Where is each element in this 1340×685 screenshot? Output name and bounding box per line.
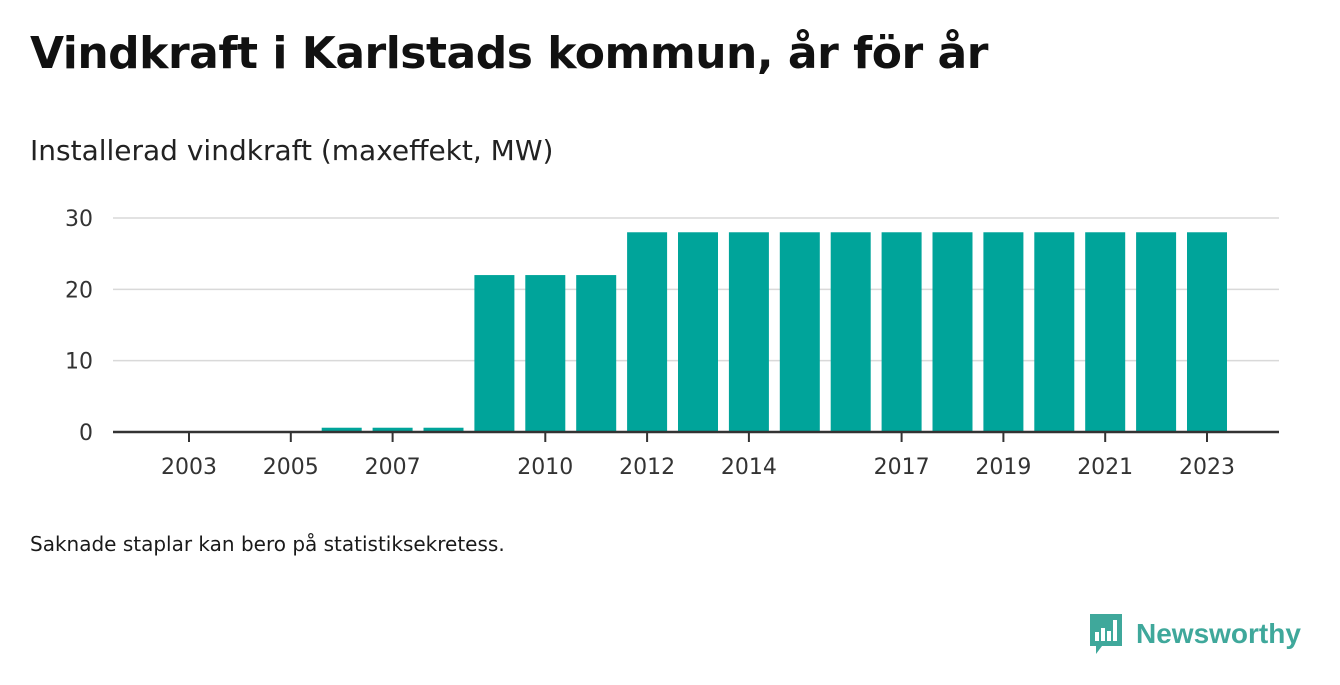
- bars: [321, 232, 1227, 432]
- bar-2008: [423, 427, 464, 432]
- footnote: Saknade staplar kan bero på statistiksek…: [30, 532, 505, 556]
- y-tick-label: 0: [79, 421, 93, 446]
- x-tick-label: 2010: [517, 455, 573, 480]
- bar-2009: [474, 275, 515, 432]
- bar-2015: [779, 232, 820, 432]
- bar-2021: [1085, 232, 1126, 432]
- y-axis: 0 10 20 30: [65, 207, 93, 446]
- bar-2018: [932, 232, 973, 432]
- brand-name: Newsworthy: [1136, 618, 1301, 649]
- bar-2019: [983, 232, 1024, 432]
- newsworthy-logo-icon: [1090, 614, 1122, 654]
- bar-2023: [1187, 232, 1227, 432]
- bar-2012: [627, 232, 668, 432]
- bar-chart: 2003 2005 2007 2010 2012 2014 2017 2019 2021 2023…: [65, 207, 1279, 480]
- bar-2022: [1136, 232, 1177, 432]
- bar-2007: [372, 427, 413, 432]
- chart-subtitle: Installerad vindkraft (maxeffekt, MW): [30, 134, 554, 167]
- y-tick-label: 30: [65, 207, 93, 232]
- x-tick-label: 2017: [874, 455, 930, 480]
- x-tick-label: 2023: [1179, 455, 1235, 480]
- bar-2011: [576, 275, 617, 432]
- bar-2016: [830, 232, 871, 432]
- bar-2020: [1034, 232, 1075, 432]
- x-axis: 2003 2005 2007 2010 2012 2014 2017 2019 2021 2023: [113, 430, 1279, 480]
- x-tick-label: 2021: [1077, 455, 1133, 480]
- page-title: Vindkraft i Karlstads kommun, år för år: [30, 28, 988, 79]
- bar-2010: [525, 275, 566, 432]
- y-tick-label: 10: [65, 350, 93, 375]
- x-tick-label: 2019: [975, 455, 1031, 480]
- brand: Newsworthy: [1088, 612, 1301, 656]
- bar-2017: [881, 232, 922, 432]
- x-tick-label: 2014: [721, 455, 777, 480]
- x-tick-label: 2007: [365, 455, 421, 480]
- x-tick-label: 2012: [619, 455, 675, 480]
- bar-2006: [321, 427, 362, 432]
- x-tick-label: 2003: [161, 455, 217, 480]
- bar-2013: [678, 232, 718, 432]
- x-tick-label: 2005: [263, 455, 319, 480]
- y-tick-label: 20: [65, 278, 93, 303]
- bar-2014: [728, 232, 769, 432]
